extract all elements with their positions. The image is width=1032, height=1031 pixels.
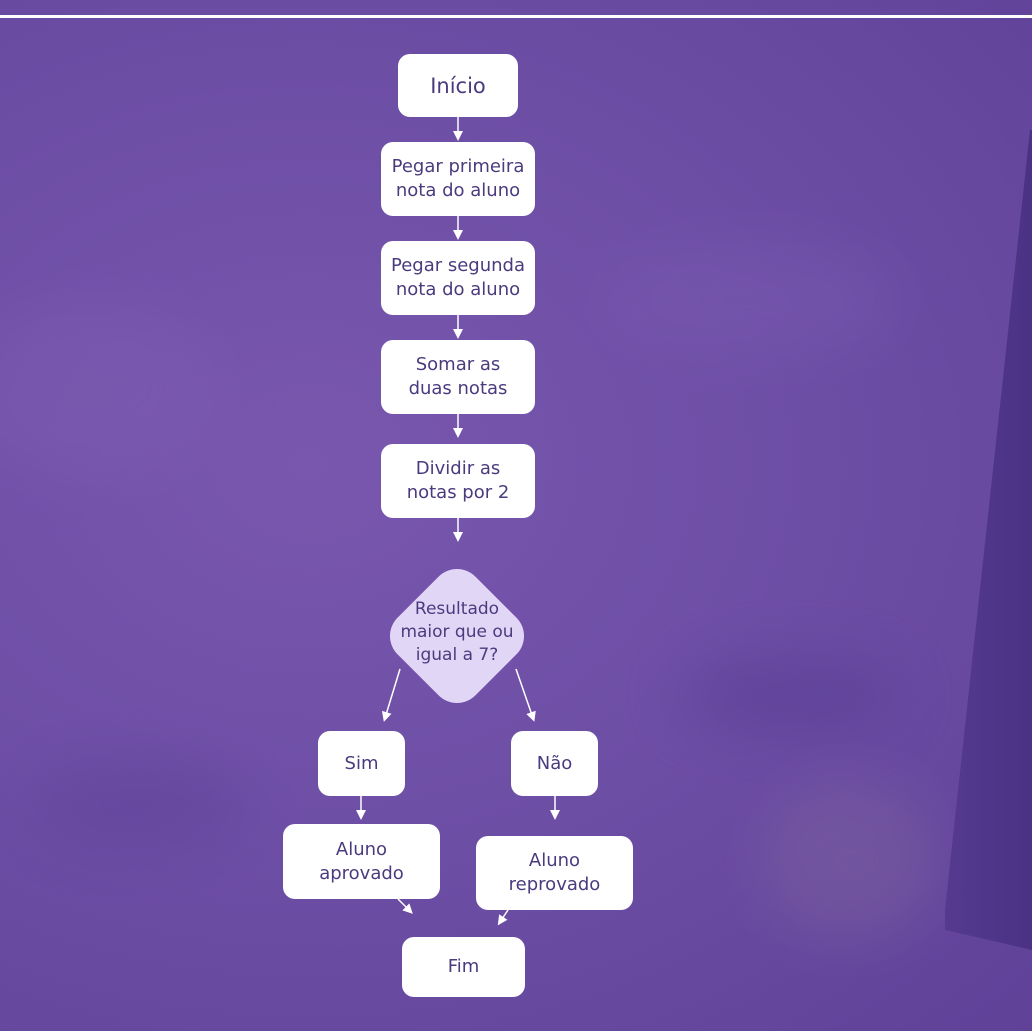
step-get-first-grade: Pegar primeira nota do aluno: [381, 142, 535, 216]
approved-node: Aluno aprovado: [283, 824, 440, 899]
background-blob: [30, 760, 250, 850]
yes-node: Sim: [318, 731, 405, 796]
step-divide-grades: Dividir as notas por 2: [381, 444, 535, 518]
end-node: Fim: [402, 937, 525, 997]
arrow-decision-to-yes: [381, 668, 401, 722]
no-node: Não: [511, 731, 598, 796]
step-get-second-grade: Pegar segunda nota do aluno: [381, 241, 535, 315]
arrow-decision-to-no: [515, 668, 536, 722]
background-blob: [760, 780, 940, 940]
background-blob: [0, 300, 220, 480]
failed-node: Aluno reprovado: [476, 836, 633, 910]
background-blob: [680, 660, 900, 730]
arrow-failed-to-end: [497, 909, 509, 926]
top-divider-line: [0, 15, 1032, 18]
arrow-approved-to-end: [397, 898, 413, 914]
background-blob: [600, 240, 900, 360]
decision-label: Resultado maior que ou igual a 7?: [400, 598, 514, 665]
start-node: Início: [398, 54, 518, 117]
step-sum-grades: Somar as duas notas: [381, 340, 535, 414]
